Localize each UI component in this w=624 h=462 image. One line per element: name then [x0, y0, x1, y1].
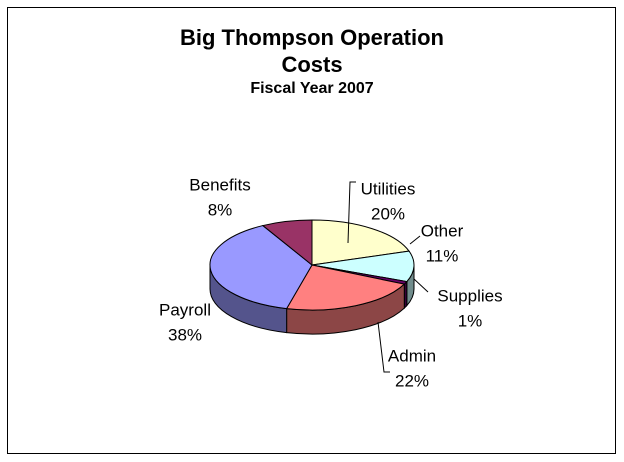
slice-value-label: 1% [458, 311, 483, 330]
slice-value-label: 22% [395, 371, 429, 390]
slice-label: Benefits [189, 175, 250, 194]
chart-title: Big Thompson Operation Costs [180, 25, 444, 77]
slice-label: Utilities [361, 179, 416, 198]
slice-value-label: 11% [426, 246, 459, 265]
slice-label: Payroll [159, 300, 211, 319]
slice-value-label: 8% [208, 200, 233, 219]
slice-label: Other [421, 221, 464, 240]
chart-frame [7, 7, 616, 454]
slice [311, 250, 415, 283]
leader-line [347, 181, 356, 244]
slice-label: Admin [388, 346, 436, 365]
slice [261, 219, 313, 267]
slice-value-label: 38% [168, 325, 202, 344]
leader-line [377, 321, 390, 373]
chart-subtitle: Fiscal Year 2007 [250, 80, 374, 97]
leader-line [413, 278, 429, 293]
leader-line [409, 235, 421, 245]
slice-value-label: 20% [371, 204, 405, 223]
slice [285, 264, 406, 311]
slice [209, 225, 313, 310]
slice-label: Supplies [437, 286, 502, 305]
slice [311, 219, 410, 266]
